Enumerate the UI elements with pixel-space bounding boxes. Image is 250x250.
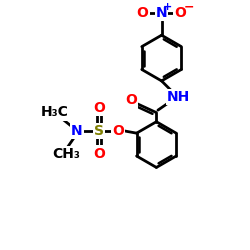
Text: H₃C: H₃C bbox=[41, 106, 69, 120]
Text: O: O bbox=[174, 6, 186, 20]
Text: NH: NH bbox=[167, 90, 190, 104]
Text: CH₃: CH₃ bbox=[52, 148, 80, 162]
Text: +: + bbox=[162, 2, 172, 12]
Text: N: N bbox=[71, 124, 83, 138]
Text: O: O bbox=[93, 101, 105, 115]
Text: −: − bbox=[184, 0, 194, 13]
Text: O: O bbox=[93, 146, 105, 160]
Text: O: O bbox=[112, 124, 124, 138]
Text: O: O bbox=[137, 6, 148, 20]
Text: O: O bbox=[125, 94, 137, 108]
Text: N: N bbox=[156, 6, 167, 20]
Text: S: S bbox=[94, 124, 104, 138]
